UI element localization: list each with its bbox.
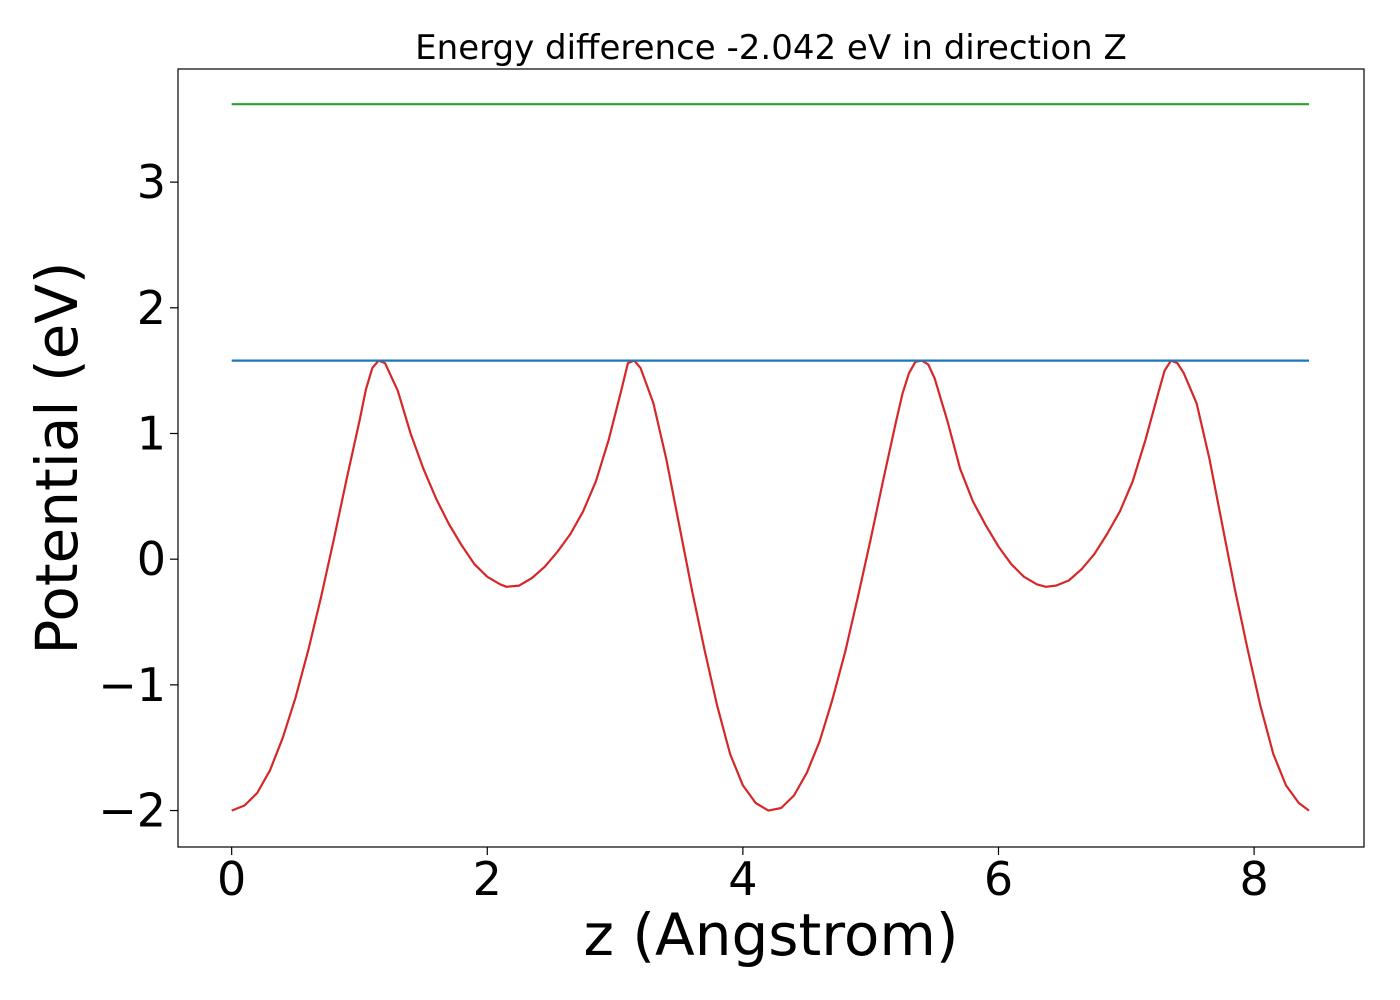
y-axis-label: Potential (eV)	[23, 261, 91, 654]
y-tick-label: 0	[137, 532, 166, 586]
x-tick-label: 4	[728, 852, 757, 906]
x-tick-label: 6	[984, 852, 1013, 906]
x-axis: 0 2 4 6 8	[217, 847, 1269, 906]
plot-frame	[177, 68, 1365, 848]
x-tick-label: 2	[473, 852, 502, 906]
chart-title: Energy difference -2.042 eV in direction…	[415, 28, 1127, 68]
x-tick-label: 8	[1239, 852, 1268, 906]
y-tick-label: 3	[137, 155, 166, 209]
y-tick-label: −2	[98, 784, 166, 838]
x-tick-label: 0	[217, 852, 246, 906]
y-tick-label: 1	[137, 406, 166, 460]
plot-area	[231, 103, 1310, 812]
x-axis-label: z (Angstrom)	[584, 901, 959, 969]
y-axis: −2 −1 0 1 2 3	[98, 155, 178, 838]
y-tick-label: −1	[98, 658, 166, 712]
series-line-0	[231, 359, 1310, 812]
y-tick-label: 2	[137, 281, 166, 335]
